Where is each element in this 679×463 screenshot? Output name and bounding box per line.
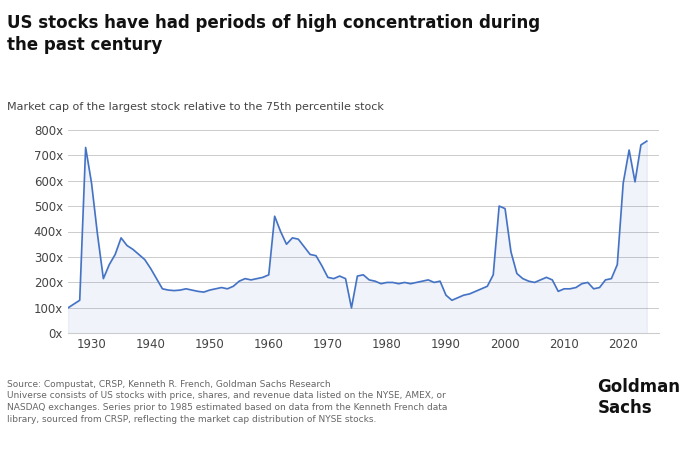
Text: Market cap of the largest stock relative to the 75th percentile stock: Market cap of the largest stock relative… — [7, 102, 384, 112]
Text: Goldman
Sachs: Goldman Sachs — [598, 378, 679, 417]
Text: US stocks have had periods of high concentration during
the past century: US stocks have had periods of high conce… — [7, 14, 540, 54]
Text: Source: Compustat, CRSP, Kenneth R. French, Goldman Sachs Research
Universe cons: Source: Compustat, CRSP, Kenneth R. Fren… — [7, 380, 447, 424]
